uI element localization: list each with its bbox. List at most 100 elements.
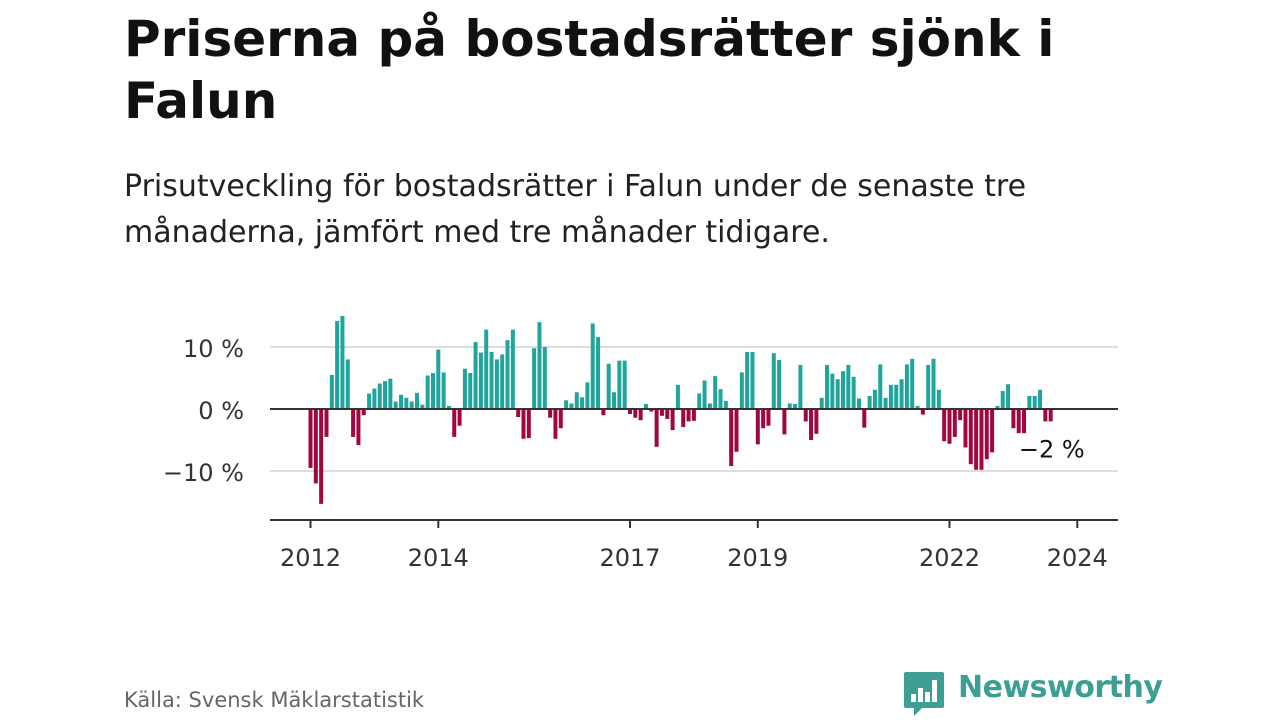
bar <box>393 401 398 409</box>
bar <box>361 409 366 416</box>
bar <box>1043 409 1048 422</box>
y-tick-label: 10 % <box>183 335 244 363</box>
bar <box>473 342 478 409</box>
bar <box>404 397 409 409</box>
bar <box>670 409 675 431</box>
bar <box>649 409 654 412</box>
bar <box>883 397 888 409</box>
bar <box>415 392 419 409</box>
bar <box>324 409 329 437</box>
bar <box>340 316 345 409</box>
bar <box>574 392 579 409</box>
newsworthy-logo-icon <box>904 672 944 716</box>
bar-chart: −10 % 0 % 10 % 2012 2014 2017 2019 2022 2024 −2 % <box>163 316 1118 572</box>
bar <box>665 409 670 419</box>
bar <box>963 409 968 448</box>
bar <box>979 409 984 470</box>
bar <box>872 389 877 409</box>
bar <box>462 368 467 409</box>
bar <box>1022 409 1027 434</box>
bar <box>835 379 840 409</box>
bar <box>686 409 691 422</box>
last-value-label: −2 % <box>1019 435 1085 463</box>
bar <box>846 364 851 409</box>
bar <box>856 398 861 409</box>
bar <box>793 404 798 409</box>
bar <box>803 409 808 422</box>
bar <box>430 373 435 409</box>
newsworthy-logo: Newsworthy <box>902 670 1163 718</box>
bar <box>548 409 553 418</box>
bar <box>633 409 638 418</box>
bar <box>553 409 558 439</box>
bar <box>787 403 792 409</box>
bar <box>830 373 835 409</box>
bar <box>601 409 606 416</box>
bar <box>585 382 590 409</box>
source-note: Källa: Svensk Mäklarstatistik <box>124 688 425 712</box>
bar <box>915 405 920 409</box>
bar <box>335 320 340 409</box>
y-tick-label: 0 % <box>198 397 244 425</box>
bar <box>739 372 744 409</box>
bar <box>521 409 526 439</box>
bar <box>729 409 734 467</box>
bar <box>942 409 947 442</box>
bar <box>718 389 723 409</box>
bar <box>494 359 499 409</box>
bar <box>329 374 334 409</box>
bar <box>974 409 979 470</box>
bar <box>814 409 819 434</box>
bar <box>947 409 952 444</box>
chart-title: Priserna på bostadsrätter sjönk i Falun <box>124 10 1055 130</box>
chart-subtitle: Prisutveckling för bostadsrätter i Falun… <box>124 169 1027 250</box>
bar <box>771 353 776 409</box>
bar <box>995 405 1000 409</box>
bar <box>904 364 909 409</box>
bar <box>798 364 803 409</box>
bar <box>910 358 915 409</box>
bar <box>468 373 473 409</box>
bar <box>617 360 622 409</box>
bar <box>755 409 760 445</box>
bar-series <box>308 316 1053 504</box>
x-tick-label: 2017 <box>599 544 660 572</box>
bar <box>377 383 382 409</box>
bar <box>1032 395 1037 409</box>
bar <box>542 347 547 409</box>
bar <box>510 329 515 409</box>
x-tick-label: 2024 <box>1047 544 1108 572</box>
bar <box>825 364 830 409</box>
bar <box>659 409 664 416</box>
bar <box>500 354 505 409</box>
bar <box>702 380 707 409</box>
bar <box>564 400 569 409</box>
bar <box>766 409 771 426</box>
bar <box>1011 409 1016 429</box>
bar <box>446 405 451 409</box>
bar <box>308 409 313 468</box>
bar <box>968 409 973 465</box>
bar <box>1000 391 1005 409</box>
x-tick-label: 2012 <box>280 544 341 572</box>
bar <box>745 351 750 409</box>
bar <box>606 363 611 409</box>
bar <box>691 409 696 421</box>
axis-labels: −10 % 0 % 10 % 2012 2014 2017 2019 2022 2024 −2 % <box>163 335 1108 572</box>
bar <box>1016 409 1021 434</box>
bar <box>622 360 627 409</box>
bar <box>1038 389 1043 409</box>
bar <box>1027 395 1032 409</box>
bar <box>532 348 537 409</box>
bar <box>569 403 574 409</box>
bar <box>372 388 377 409</box>
bar <box>537 322 542 409</box>
bar <box>723 400 728 409</box>
bar <box>436 349 441 409</box>
bar <box>612 392 617 409</box>
bar <box>851 376 856 409</box>
x-tick-label: 2019 <box>727 544 788 572</box>
bar <box>356 409 361 445</box>
bar <box>452 409 457 437</box>
grid-lines <box>270 346 1118 472</box>
